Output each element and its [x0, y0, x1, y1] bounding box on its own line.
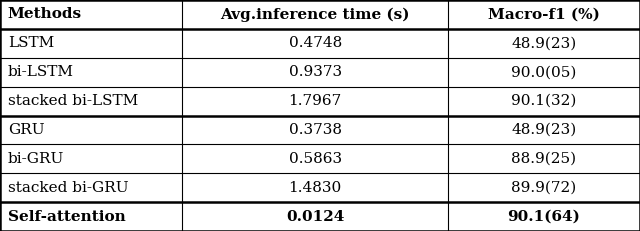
Text: 0.9373: 0.9373: [289, 65, 342, 79]
Text: 89.9(72): 89.9(72): [511, 181, 577, 195]
Text: 0.5863: 0.5863: [289, 152, 342, 166]
Text: 48.9(23): 48.9(23): [511, 123, 577, 137]
Text: LSTM: LSTM: [8, 36, 54, 50]
Text: stacked bi-GRU: stacked bi-GRU: [8, 181, 128, 195]
Text: 0.4748: 0.4748: [289, 36, 342, 50]
Text: Macro-f1 (%): Macro-f1 (%): [488, 7, 600, 21]
Text: 1.7967: 1.7967: [289, 94, 342, 108]
Text: Methods: Methods: [8, 7, 82, 21]
Text: 90.1(32): 90.1(32): [511, 94, 577, 108]
Text: GRU: GRU: [8, 123, 44, 137]
Text: 0.3738: 0.3738: [289, 123, 342, 137]
Text: bi-LSTM: bi-LSTM: [8, 65, 74, 79]
Text: 88.9(25): 88.9(25): [511, 152, 577, 166]
Text: 48.9(23): 48.9(23): [511, 36, 577, 50]
Text: 90.1(64): 90.1(64): [508, 210, 580, 224]
Text: bi-GRU: bi-GRU: [8, 152, 64, 166]
Text: Avg.inference time (s): Avg.inference time (s): [220, 7, 410, 22]
Text: 0.0124: 0.0124: [286, 210, 344, 224]
Text: stacked bi-LSTM: stacked bi-LSTM: [8, 94, 138, 108]
Text: Self-attention: Self-attention: [8, 210, 125, 224]
Text: 90.0(05): 90.0(05): [511, 65, 577, 79]
Text: 1.4830: 1.4830: [289, 181, 342, 195]
